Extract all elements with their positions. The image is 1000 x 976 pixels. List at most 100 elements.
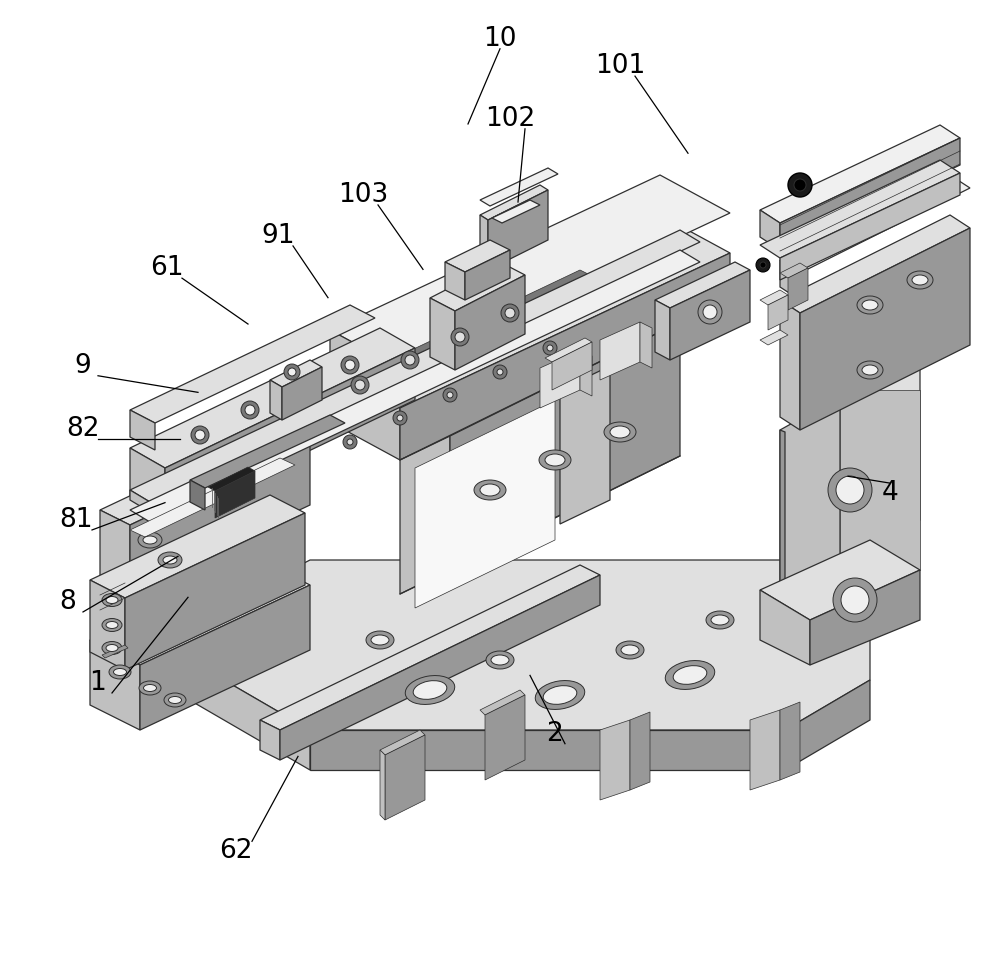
Text: 1: 1 — [90, 671, 106, 696]
Polygon shape — [130, 448, 165, 520]
Polygon shape — [450, 322, 680, 570]
Polygon shape — [380, 750, 385, 820]
Polygon shape — [90, 580, 125, 670]
Ellipse shape — [616, 641, 644, 659]
Circle shape — [698, 300, 722, 324]
Ellipse shape — [491, 655, 509, 665]
Polygon shape — [155, 640, 310, 770]
Polygon shape — [130, 490, 150, 512]
Ellipse shape — [539, 450, 571, 470]
Polygon shape — [208, 467, 255, 491]
Circle shape — [284, 364, 300, 380]
Polygon shape — [140, 585, 310, 730]
Ellipse shape — [543, 686, 577, 705]
Ellipse shape — [862, 300, 878, 310]
Polygon shape — [640, 322, 652, 368]
Circle shape — [828, 468, 872, 512]
Polygon shape — [130, 305, 375, 423]
Ellipse shape — [545, 454, 565, 466]
Ellipse shape — [907, 271, 933, 289]
Polygon shape — [90, 640, 140, 730]
Ellipse shape — [106, 622, 118, 629]
Polygon shape — [750, 710, 780, 790]
Polygon shape — [780, 263, 808, 278]
Polygon shape — [840, 390, 920, 570]
Polygon shape — [445, 240, 510, 272]
Polygon shape — [760, 210, 780, 250]
Circle shape — [288, 368, 296, 376]
Ellipse shape — [711, 615, 729, 625]
Polygon shape — [600, 720, 630, 800]
Ellipse shape — [143, 536, 157, 544]
Polygon shape — [260, 720, 280, 760]
Polygon shape — [560, 366, 610, 524]
Ellipse shape — [857, 296, 883, 314]
Polygon shape — [280, 575, 600, 760]
Ellipse shape — [371, 635, 389, 645]
Polygon shape — [480, 168, 558, 206]
Polygon shape — [130, 230, 700, 502]
Circle shape — [447, 392, 453, 398]
Circle shape — [343, 435, 357, 449]
Polygon shape — [840, 340, 920, 570]
Ellipse shape — [158, 552, 182, 568]
Ellipse shape — [106, 596, 118, 603]
Polygon shape — [310, 730, 785, 770]
Ellipse shape — [366, 631, 394, 649]
Ellipse shape — [114, 669, 126, 675]
Circle shape — [347, 439, 353, 445]
Polygon shape — [100, 425, 310, 525]
Polygon shape — [380, 365, 400, 385]
Circle shape — [291, 379, 309, 397]
Ellipse shape — [106, 644, 118, 652]
Ellipse shape — [138, 532, 162, 548]
Circle shape — [497, 369, 503, 375]
Polygon shape — [655, 262, 750, 308]
Polygon shape — [600, 322, 640, 380]
Circle shape — [241, 401, 259, 419]
Ellipse shape — [610, 426, 630, 438]
Ellipse shape — [912, 275, 928, 285]
Ellipse shape — [413, 680, 447, 700]
Polygon shape — [780, 175, 970, 273]
Polygon shape — [155, 560, 870, 730]
Polygon shape — [270, 380, 282, 420]
Circle shape — [443, 388, 457, 402]
Ellipse shape — [102, 641, 122, 655]
Polygon shape — [190, 480, 205, 510]
Text: 10: 10 — [483, 26, 517, 52]
Circle shape — [794, 179, 806, 191]
Polygon shape — [800, 228, 970, 430]
Polygon shape — [430, 262, 525, 311]
Polygon shape — [780, 430, 785, 612]
Circle shape — [760, 262, 766, 268]
Polygon shape — [130, 328, 415, 468]
Polygon shape — [760, 540, 920, 620]
Ellipse shape — [474, 480, 506, 500]
Ellipse shape — [621, 645, 639, 655]
Ellipse shape — [144, 684, 156, 692]
Polygon shape — [480, 185, 548, 220]
Polygon shape — [780, 260, 800, 300]
Polygon shape — [552, 342, 592, 390]
Polygon shape — [415, 400, 555, 608]
Polygon shape — [330, 215, 730, 408]
Ellipse shape — [102, 593, 122, 606]
Polygon shape — [492, 200, 540, 223]
Circle shape — [393, 411, 407, 425]
Text: 62: 62 — [219, 838, 253, 864]
Circle shape — [547, 345, 553, 351]
Polygon shape — [125, 513, 305, 670]
Polygon shape — [380, 730, 425, 755]
Polygon shape — [400, 253, 730, 460]
Ellipse shape — [604, 422, 636, 442]
Ellipse shape — [706, 611, 734, 629]
Circle shape — [355, 380, 365, 390]
Polygon shape — [670, 270, 750, 360]
Polygon shape — [540, 350, 580, 408]
Polygon shape — [130, 250, 700, 522]
Ellipse shape — [109, 665, 131, 679]
Circle shape — [345, 360, 355, 370]
Polygon shape — [130, 440, 310, 590]
Polygon shape — [655, 300, 670, 360]
